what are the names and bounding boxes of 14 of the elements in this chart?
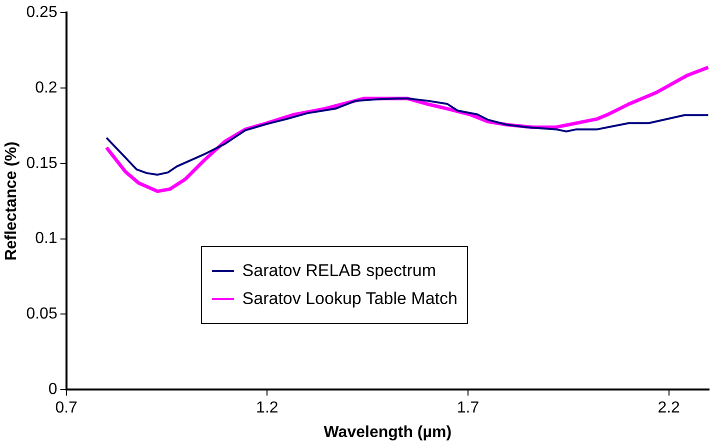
y-tick-label: 0.25 [26, 4, 58, 22]
legend-label: Saratov Lookup Table Match [242, 289, 458, 310]
x-tick-label: 1.7 [456, 400, 480, 417]
y-tick-label: 0.1 [35, 230, 58, 248]
y-tick-label: 0.15 [26, 154, 58, 172]
y-tick-label: 0.2 [35, 79, 58, 96]
x-axis-title: Wavelength (µm) [324, 424, 452, 441]
y-tick-label: 0.05 [26, 306, 58, 323]
y-axis-title: Reflectance (%) [3, 142, 20, 261]
legend-label: Saratov RELAB spectrum [242, 261, 436, 282]
x-tick-label: 0.7 [55, 400, 78, 417]
x-tick-label: 2.2 [658, 400, 680, 417]
y-tick-label: 0 [48, 381, 58, 398]
x-tick-label: 1.2 [256, 400, 278, 417]
